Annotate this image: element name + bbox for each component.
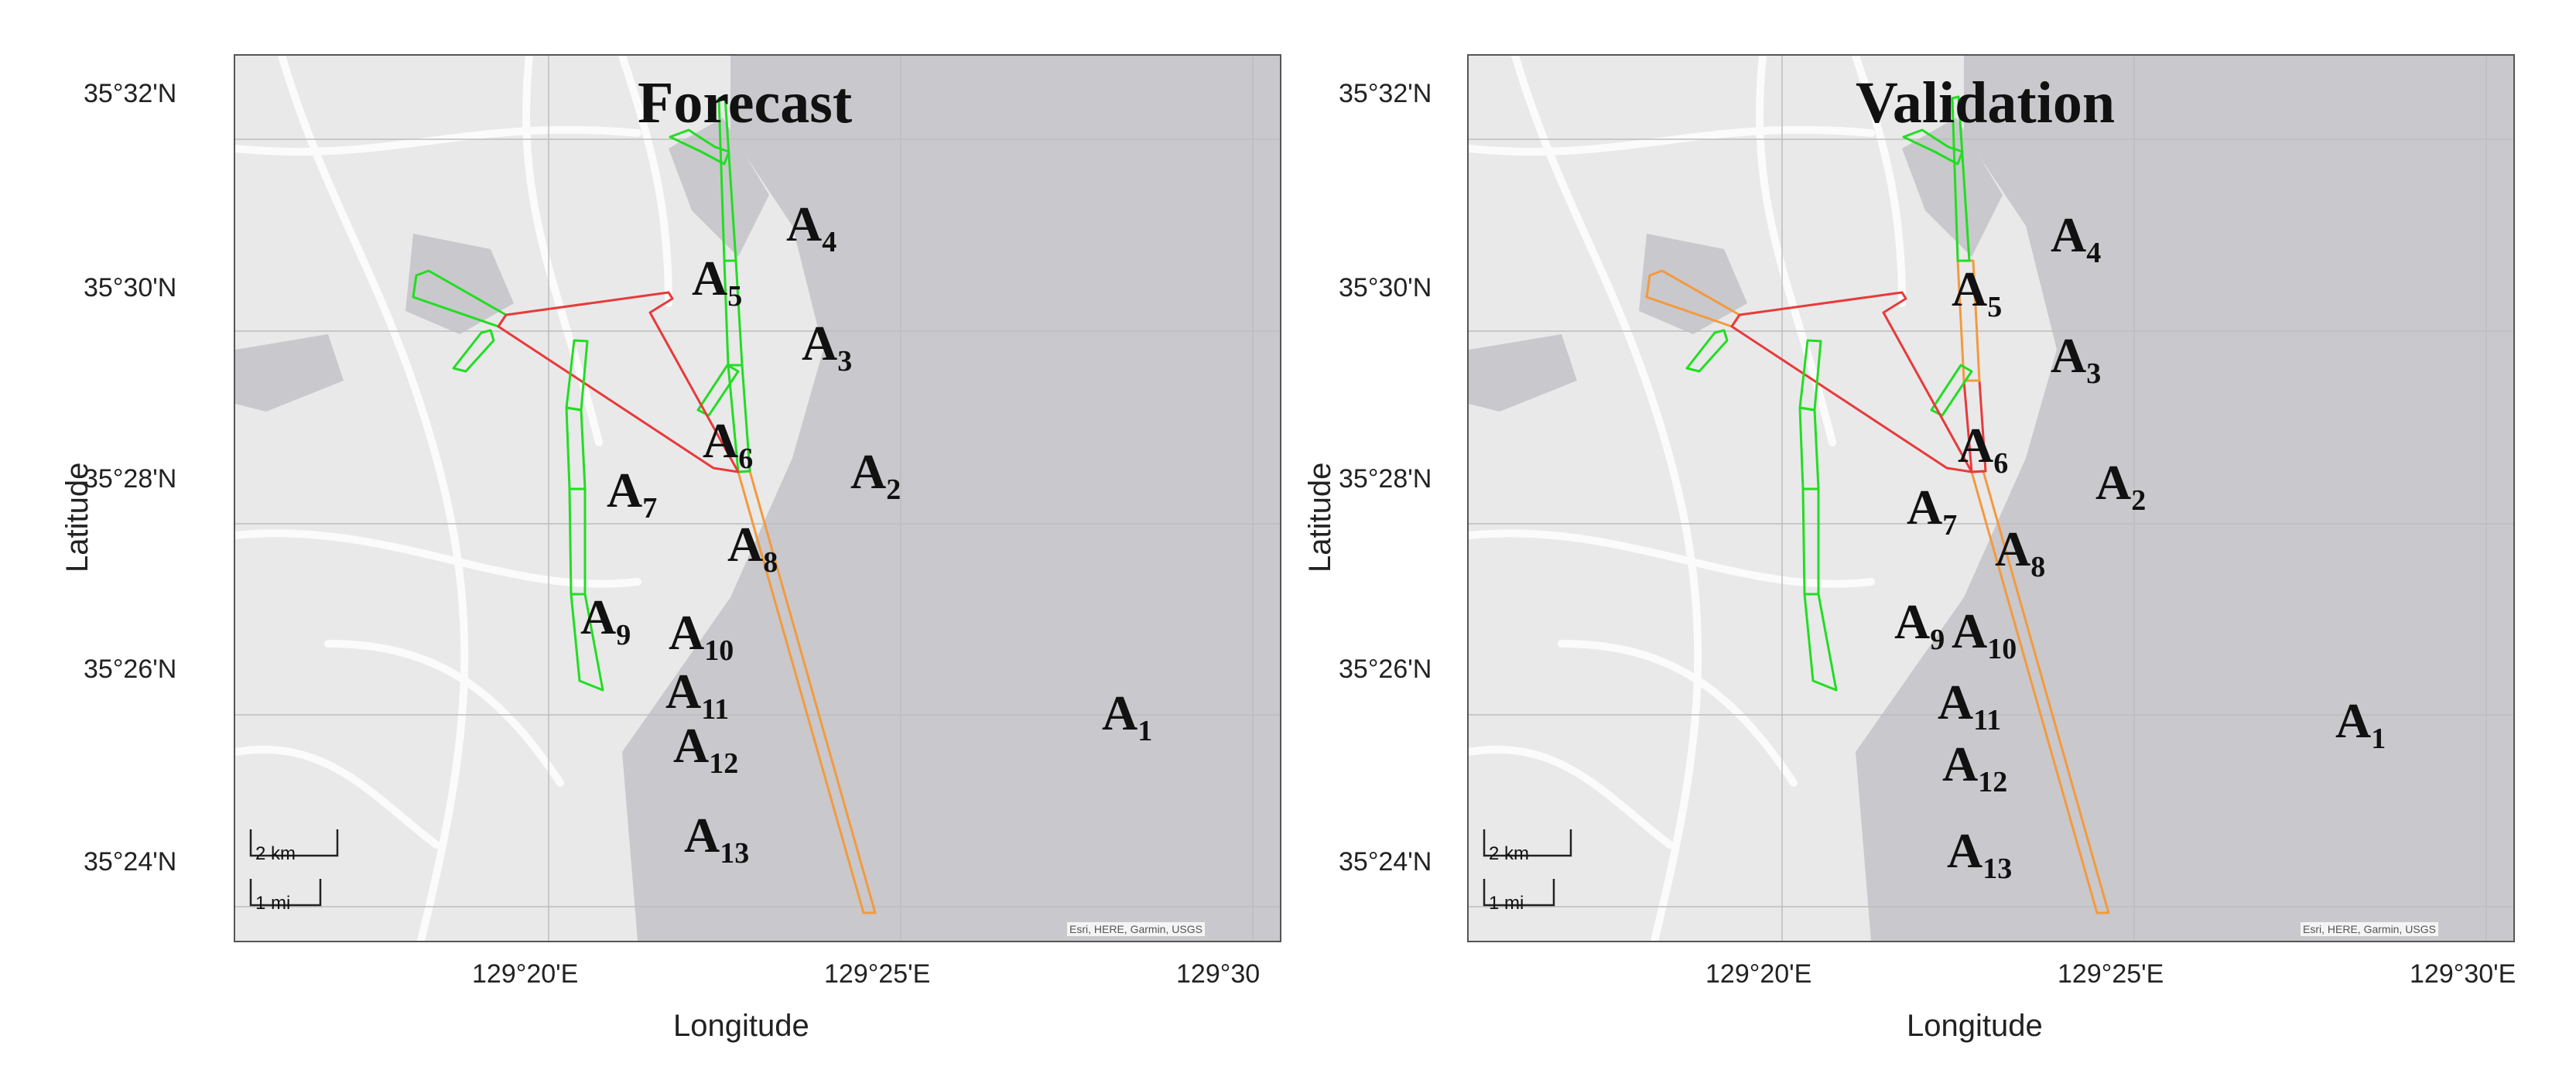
lon-tick-label: 129°30'E bbox=[2410, 959, 2516, 989]
scale-bar-km-line bbox=[1483, 829, 1572, 857]
segment-label-a5: A5 bbox=[1952, 261, 2003, 323]
lon-tick-label: 129°25'E bbox=[824, 959, 931, 989]
segment-a11 bbox=[1798, 406, 1820, 490]
segment-label-a11: A11 bbox=[665, 664, 730, 726]
road-line bbox=[1469, 745, 1674, 849]
basemap bbox=[1469, 56, 2513, 941]
segment-label-a8: A8 bbox=[1995, 521, 2046, 583]
x-axis-label: Longitude bbox=[1907, 1009, 2043, 1043]
lat-tick-label: 35°28'N bbox=[1339, 464, 1432, 494]
segment-a12 bbox=[568, 487, 587, 596]
lat-tick-label: 35°30'N bbox=[84, 273, 177, 302]
scale-bar-km: 2 km bbox=[1489, 843, 1530, 864]
segment-label-a2: A2 bbox=[850, 444, 901, 506]
segment-label-a13: A13 bbox=[1947, 823, 2013, 885]
segment-label-a7: A7 bbox=[1907, 480, 1958, 542]
segment-label-a7: A7 bbox=[607, 463, 658, 525]
channel-area bbox=[1902, 118, 2003, 257]
segment-label-a3: A3 bbox=[802, 316, 853, 378]
lat-tick-label: 35°32'N bbox=[84, 79, 177, 108]
road-line bbox=[235, 745, 440, 849]
bay-area bbox=[1639, 234, 1747, 334]
road-line bbox=[278, 56, 469, 941]
lake-area bbox=[235, 334, 344, 412]
segment-a5 bbox=[669, 128, 730, 166]
scale-bar-km: 2 km bbox=[255, 843, 296, 864]
segment-label-a1: A1 bbox=[1102, 685, 1153, 747]
road-line bbox=[324, 640, 564, 787]
segment-label-a3: A3 bbox=[2051, 328, 2102, 390]
panel-title: Forecast bbox=[638, 70, 853, 135]
segment-label-a8: A8 bbox=[727, 517, 778, 579]
map-frame[interactable]: Validation Esri, HERE, Garmin, USGS 2 km… bbox=[1467, 54, 2515, 942]
segment-a4 bbox=[1951, 95, 1971, 262]
lat-tick-label: 35°32'N bbox=[1339, 79, 1432, 108]
segment-a12 bbox=[1801, 487, 1820, 596]
lat-tick-label: 35°24'N bbox=[84, 847, 177, 877]
scale-bar-mi-line bbox=[1483, 879, 1555, 907]
segment-a13 bbox=[1803, 593, 1838, 692]
segment-label-a11: A11 bbox=[1938, 675, 2002, 737]
validation-panel: Latitude 35°32'N 35°30'N 35°28'N 35°26'N… bbox=[1288, 0, 2576, 1080]
lat-tick-label: 35°26'N bbox=[1339, 654, 1432, 684]
lon-tick-label: 129°30 bbox=[1176, 959, 1261, 989]
segment-label-a6: A6 bbox=[1958, 418, 2009, 480]
segment-a9 bbox=[452, 329, 495, 373]
panel-title: Validation bbox=[1856, 70, 2116, 135]
lat-tick-label: 35°24'N bbox=[1339, 847, 1432, 877]
segment-label-a9: A9 bbox=[1894, 594, 1945, 656]
lat-tick-label: 35°26'N bbox=[84, 654, 177, 684]
road-line bbox=[1469, 529, 1875, 588]
segment-a5 bbox=[1902, 128, 1964, 166]
map-attribution: Esri, HERE, Garmin, USGS bbox=[1067, 922, 1205, 936]
segment-label-a4: A4 bbox=[786, 197, 837, 258]
segment-label-a9: A9 bbox=[580, 590, 631, 651]
lake-area bbox=[1469, 334, 1577, 412]
sea-area bbox=[1856, 56, 2513, 941]
segment-a13 bbox=[570, 593, 604, 692]
segment-a11 bbox=[565, 406, 587, 490]
road-line bbox=[1852, 56, 1906, 307]
segment-label-a4: A4 bbox=[2051, 207, 2102, 269]
map-frame[interactable]: Forecast Esri, HERE, Garmin, USGS 2 km 1… bbox=[234, 54, 1281, 942]
x-axis-label: Longitude bbox=[673, 1009, 809, 1043]
segment-label-a10: A10 bbox=[669, 605, 734, 667]
segment-a8 bbox=[497, 291, 740, 473]
road-line bbox=[1511, 56, 1702, 941]
road-line bbox=[235, 125, 641, 156]
scale-bar-km-line bbox=[249, 829, 339, 857]
lat-tick-label: 35°28'N bbox=[84, 464, 177, 494]
sea-area bbox=[622, 56, 1280, 941]
road-line bbox=[1558, 640, 1798, 787]
segment-label-a12: A12 bbox=[1942, 737, 2008, 798]
map-attribution: Esri, HERE, Garmin, USGS bbox=[2301, 922, 2438, 936]
lat-tick-label: 35°30'N bbox=[1339, 273, 1432, 302]
road-line bbox=[235, 529, 641, 588]
segment-a4 bbox=[717, 95, 737, 262]
lon-tick-label: 129°25'E bbox=[2058, 959, 2164, 989]
lon-tick-label: 129°20'E bbox=[1705, 959, 1812, 989]
basemap bbox=[235, 56, 1280, 941]
scale-bar-mi-line bbox=[249, 879, 322, 907]
channel-area bbox=[669, 118, 769, 257]
forecast-panel: Latitude 35°32'N 35°30'N 35°28'N 35°26'N… bbox=[60, 54, 1281, 1043]
segment-label-a2: A2 bbox=[2095, 455, 2147, 517]
segment-a6 bbox=[1930, 364, 1973, 417]
segment-label-a5: A5 bbox=[692, 251, 743, 313]
lon-tick-label: 129°20'E bbox=[472, 959, 579, 989]
segment-label-a12: A12 bbox=[673, 718, 739, 780]
segment-label-a10: A10 bbox=[1952, 603, 2017, 665]
segment-a8 bbox=[1730, 291, 1973, 473]
scale-bar-mi: 1 mi bbox=[255, 893, 291, 914]
segment-label-a1: A1 bbox=[2335, 693, 2386, 755]
segment-label-a6: A6 bbox=[703, 413, 754, 475]
scale-bar-mi: 1 mi bbox=[1489, 893, 1524, 914]
road-line bbox=[1469, 125, 1875, 156]
bay-area bbox=[405, 234, 514, 334]
segment-a9 bbox=[1685, 329, 1729, 373]
segment-label-a13: A13 bbox=[684, 808, 750, 870]
segment-a6 bbox=[696, 364, 740, 417]
y-axis-label: Latitude bbox=[1303, 462, 1337, 572]
road-line bbox=[618, 56, 672, 307]
